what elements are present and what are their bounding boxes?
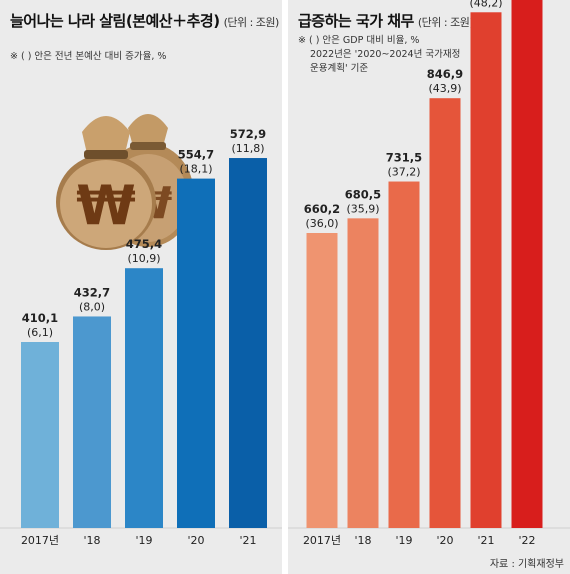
bar-growth-label: (8,0) <box>79 300 105 313</box>
category-tick-label: 2017년 <box>21 534 59 547</box>
bar <box>177 178 215 529</box>
bar-growth-label: (10,9) <box>127 252 160 265</box>
budget-chart-panel: 늘어나는 나라 살림(본예산＋추경) (단위 : 조원) ※ ( ) 안은 전년 … <box>0 0 282 574</box>
debt-bar-chart: 660,2(36,0) 2017년 680,5(35,9) '18 731,5(37,2… <box>288 0 570 547</box>
money-bag-front: ₩ <box>56 116 156 250</box>
bar-value-label: 731,5 <box>386 151 422 165</box>
bar-growth-label: (11,8) <box>231 142 264 155</box>
budget-bar-chart: 410,1(6,1) 2017년 432,7(8,0) '18 475,4(10,9) '… <box>0 127 282 547</box>
category-tick-label: '18 <box>83 534 100 547</box>
bar-growth-label: (37,2) <box>387 166 420 179</box>
bar-growth-label: (18,1) <box>179 163 212 176</box>
unit-note: (단위 : 조원) <box>417 16 474 29</box>
unit-note: (단위 : 조원) <box>223 16 280 29</box>
source-note: 자료 : 기획재정부 <box>489 559 564 570</box>
panel-divider <box>282 0 288 574</box>
chart-footnote-line-1: ※ ( ) 안은 GDP 대비 비율, % <box>298 35 420 46</box>
bar-value-label: 432,7 <box>74 285 110 299</box>
category-tick-label: '22 <box>518 534 535 547</box>
category-tick-label: '20 <box>187 534 204 547</box>
category-tick-label: '19 <box>395 534 412 547</box>
bar <box>347 218 379 529</box>
bar-growth-label: (48,2) <box>469 0 502 9</box>
category-tick-label: '21 <box>239 534 256 547</box>
chart-footnote-line-2: 2022년은 '2020~2024년 국가재정 <box>310 49 461 60</box>
bar-growth-label: (6,1) <box>27 326 53 339</box>
bar-growth-label: (43,9) <box>428 82 461 95</box>
chart-title: 급증하는 국가 채무 (단위 : 조원) <box>298 10 474 31</box>
chart-title-text: 늘어나는 나라 살림(본예산＋추경) <box>10 12 220 30</box>
bar <box>470 12 502 528</box>
bar-value-label: 554,7 <box>178 148 214 162</box>
bar <box>125 268 163 528</box>
bar <box>21 342 59 528</box>
chart-title-text: 급증하는 국가 채무 <box>298 12 414 30</box>
bar-growth-label: (35,9) <box>346 202 379 215</box>
bar <box>229 158 267 528</box>
bar-value-label: 475,4 <box>126 237 162 251</box>
bar-growth-label: (36,0) <box>305 217 338 230</box>
bar <box>306 233 338 528</box>
bar-value-label: 680,5 <box>345 187 381 201</box>
chart-footnote: ※ ( ) 안은 전년 본예산 대비 증가율, % <box>10 51 167 62</box>
bar-value-label: 846,9 <box>427 67 463 81</box>
category-tick-label: 2017년 <box>303 534 341 547</box>
bar <box>73 316 111 528</box>
svg-text:₩: ₩ <box>76 174 136 237</box>
bar-value-label: 572,9 <box>230 127 266 141</box>
bar <box>429 98 461 528</box>
debt-chart-panel: 급증하는 국가 채무 (단위 : 조원) ※ ( ) 안은 GDP 대비 비율, … <box>288 0 570 574</box>
bar-value-label: 410,1 <box>22 311 58 325</box>
category-tick-label: '21 <box>477 534 494 547</box>
bar <box>388 181 420 528</box>
chart-footnote-line-3: 운용계획' 기준 <box>310 63 369 74</box>
bar <box>511 0 543 529</box>
category-tick-label: '18 <box>354 534 371 547</box>
category-tick-label: '20 <box>436 534 453 547</box>
won-money-bag-icon: ₩ ₩ <box>56 114 194 250</box>
category-tick-label: '19 <box>135 534 152 547</box>
chart-title: 늘어나는 나라 살림(본예산＋추경) (단위 : 조원) <box>10 10 279 31</box>
bar-value-label: 660,2 <box>304 202 340 216</box>
